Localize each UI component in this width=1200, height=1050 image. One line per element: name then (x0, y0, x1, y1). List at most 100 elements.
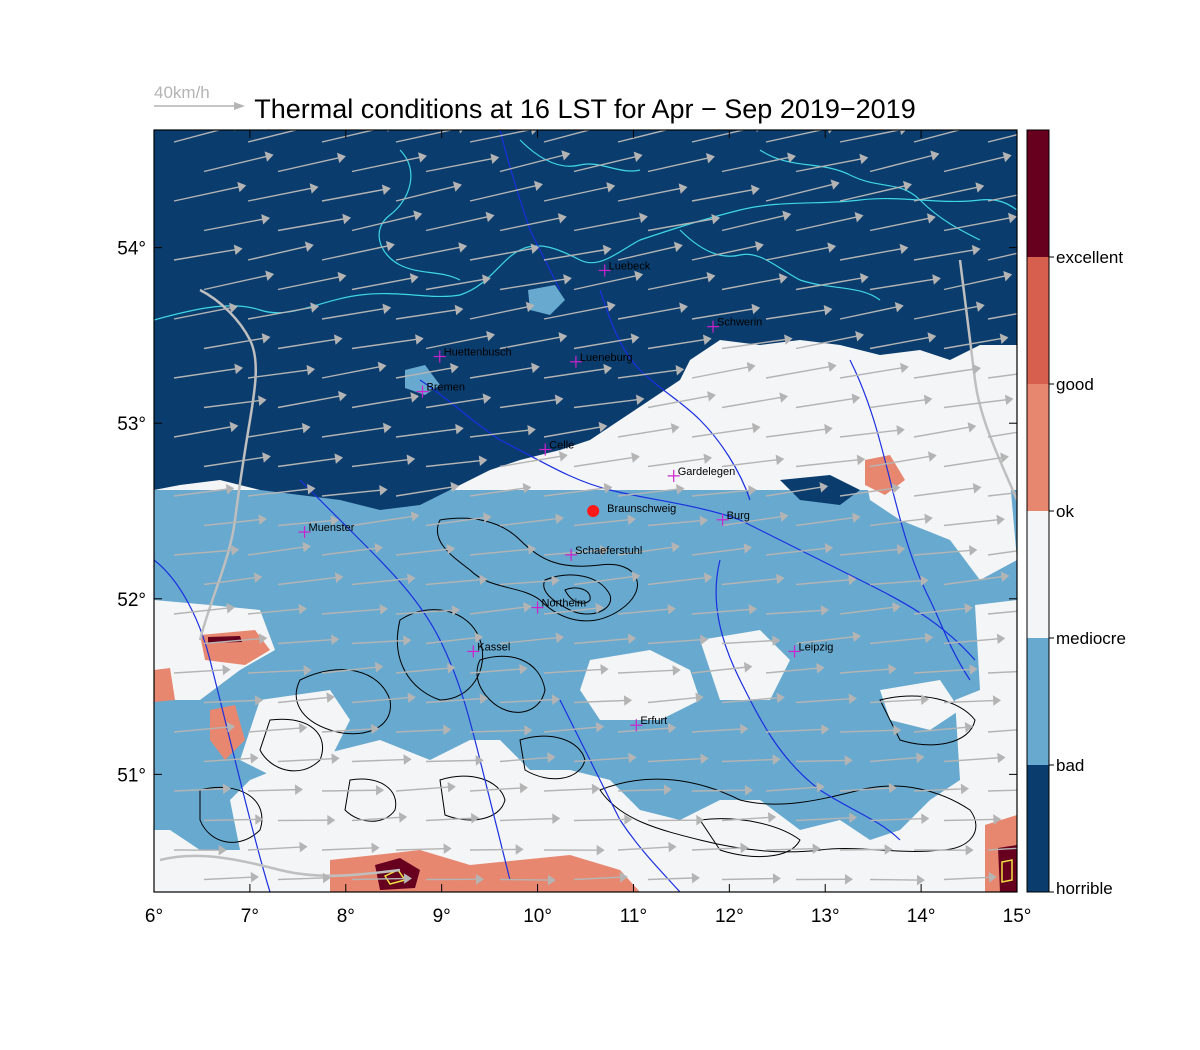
wind-arrow-shaft (543, 668, 602, 674)
wind-arrow-head (375, 784, 385, 796)
wind-arrow-head (603, 363, 612, 375)
wind-arrow-head (772, 635, 781, 646)
wind-arrow-head (988, 872, 997, 883)
wind-arrow-head (474, 632, 484, 644)
wind-arrow-shaft (395, 786, 449, 792)
wind-arrow-shaft (913, 130, 962, 143)
wind-arrow-shaft (469, 548, 530, 556)
wind-arrow-shaft (351, 877, 405, 881)
wind-arrow-shaft (647, 520, 701, 527)
wind-arrow-shaft (173, 368, 236, 379)
wind-arrow-shaft (203, 818, 257, 822)
wind-arrow-shaft (765, 246, 830, 261)
wind-arrow-shaft (721, 758, 774, 763)
wind-arrow-head (301, 422, 311, 434)
wind-arrow-shaft (691, 245, 757, 261)
wind-arrow-head (258, 514, 267, 525)
wind-arrow-shaft (395, 185, 456, 202)
wind-arrow-shaft (469, 668, 521, 674)
wind-arrow-head (306, 364, 316, 376)
wind-arrow-shaft (321, 789, 377, 792)
wind-arrow-head (975, 301, 985, 312)
wind-arrow-head (823, 304, 833, 316)
wind-arrow-shaft (173, 726, 228, 733)
wind-arrow-head (264, 151, 274, 162)
wind-arrow-shaft (721, 877, 774, 881)
wind-arrow-shaft (469, 606, 525, 615)
wind-arrow-shaft (321, 728, 373, 733)
wind-arrow-head (490, 153, 500, 165)
wind-arrow-head (450, 481, 460, 493)
wind-arrow-head (678, 183, 688, 194)
wind-arrow-head (454, 304, 464, 316)
wind-arrow-shaft (247, 546, 304, 556)
wind-arrow-head (547, 752, 556, 763)
colorbar-segment-bad (1027, 638, 1049, 765)
wind-arrow-shaft (721, 156, 789, 173)
wind-arrow-head (322, 872, 331, 884)
wind-arrow-shaft (469, 306, 528, 320)
wind-arrow-head (923, 394, 933, 406)
wind-arrow-shaft (987, 789, 1017, 792)
wind-arrow-shaft (839, 729, 895, 733)
wind-arrow-shaft (543, 368, 605, 379)
wind-arrow-head (740, 842, 749, 854)
wind-arrow-head (900, 362, 909, 374)
wind-arrow-head (856, 454, 866, 466)
wind-arrow-shaft (425, 817, 473, 822)
wind-arrow-shaft (839, 848, 886, 851)
wind-arrow-head (415, 334, 424, 345)
wind-arrow-shaft (987, 610, 1017, 615)
city-label: Huettenbusch (444, 346, 512, 358)
wind-arrow-shaft (321, 308, 385, 320)
wind-arrow-head (676, 484, 685, 495)
wind-arrow-head (767, 812, 777, 823)
wind-arrow-shaft (425, 759, 477, 763)
wind-arrow-head (848, 574, 857, 586)
wind-arrow-shaft (913, 607, 966, 615)
wind-arrow-shaft (203, 155, 267, 173)
wind-arrow-shaft (721, 515, 782, 527)
colorbar-label-horrible: horrible (1056, 879, 1113, 898)
wind-arrow-shaft (499, 698, 553, 704)
wind-arrow-shaft (321, 489, 381, 497)
colorbar-segment-excellent (1027, 130, 1049, 257)
wind-arrow-shaft (987, 431, 1017, 438)
wind-arrow-head (338, 390, 347, 402)
wind-arrow-shaft (173, 307, 231, 320)
wind-arrow-shaft (869, 399, 926, 409)
wind-arrow-head (250, 871, 259, 883)
city-marker: Schaeferstuhl (565, 545, 642, 561)
city-marker: Gardelegen (667, 466, 735, 482)
wind-arrow-shaft (351, 214, 416, 232)
wind-arrow-head (233, 244, 243, 256)
wind-arrow-head (827, 361, 837, 372)
wind-arrow-head (447, 781, 456, 793)
road (958, 259, 1017, 501)
wind-arrow-head (519, 782, 528, 794)
wind-arrow-shaft (647, 639, 702, 645)
contour-line (543, 574, 612, 615)
wind-arrow-shaft (795, 759, 846, 763)
wind-arrow-shaft (543, 426, 601, 438)
road (159, 854, 401, 878)
x-tick-label: 7° (241, 906, 259, 927)
x-tick-label: 12° (715, 906, 744, 927)
wind-arrow-shaft (617, 608, 669, 615)
wind-arrow-shaft (839, 306, 897, 320)
wind-arrow-head (784, 334, 793, 345)
wind-arrow-shaft (765, 848, 814, 851)
wind-arrow-head (234, 130, 236, 132)
contour-line (519, 735, 586, 780)
wind-arrow-shaft (573, 876, 621, 881)
wind-arrow-head (229, 421, 239, 433)
river (499, 130, 561, 291)
x-tick-label: 15° (1003, 906, 1032, 927)
wind-arrow-shaft (247, 187, 312, 202)
wind-arrow-shaft (499, 154, 564, 173)
wind-arrow-head (751, 303, 761, 315)
wind-arrow-head (920, 575, 929, 587)
wind-arrow-shaft (351, 697, 409, 704)
wind-arrow-shaft (987, 313, 1017, 320)
wind-arrow-shaft (647, 218, 714, 232)
